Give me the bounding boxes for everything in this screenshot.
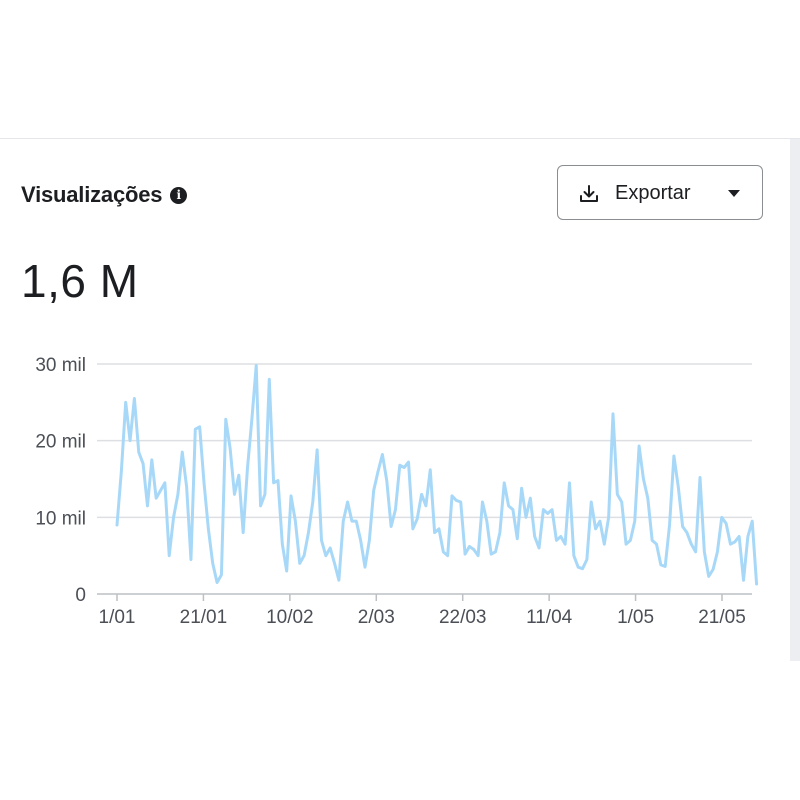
export-button[interactable]: Exportar: [557, 165, 763, 220]
views-line-chart: 0 10 mil 20 mil 30 mil 1/01 21/01 10/02 2/03 22/…: [35, 355, 759, 628]
card-edge: [790, 139, 800, 661]
y-tick-label: 30 mil: [35, 355, 86, 376]
x-tick-label: 1/05: [617, 607, 654, 628]
y-tick-label: 20 mil: [35, 432, 86, 453]
caret-down-icon: [728, 190, 740, 197]
series-line: [115, 364, 759, 586]
x-tick-label: 2/03: [358, 607, 395, 628]
y-tick-label: 10 mil: [35, 508, 86, 529]
total-views-value: 1,6 M: [21, 255, 139, 307]
x-tick-label: 11/04: [526, 607, 573, 628]
card-title: Visualizações: [21, 182, 163, 207]
y-tick-label: 0: [75, 585, 86, 606]
views-card: [0, 139, 790, 661]
x-tick-label: 1/01: [99, 607, 136, 628]
x-tick-label: 21/05: [698, 607, 746, 628]
x-tick-label: 10/02: [266, 607, 314, 628]
info-icon[interactable]: i: [170, 186, 188, 204]
download-icon: [580, 185, 598, 202]
export-label: Exportar: [615, 182, 691, 204]
top-blank-area: [0, 0, 800, 139]
card-header: Visualizações i: [21, 178, 188, 212]
x-tick-label: 21/01: [180, 607, 228, 628]
x-tick-label: 22/03: [439, 607, 487, 628]
